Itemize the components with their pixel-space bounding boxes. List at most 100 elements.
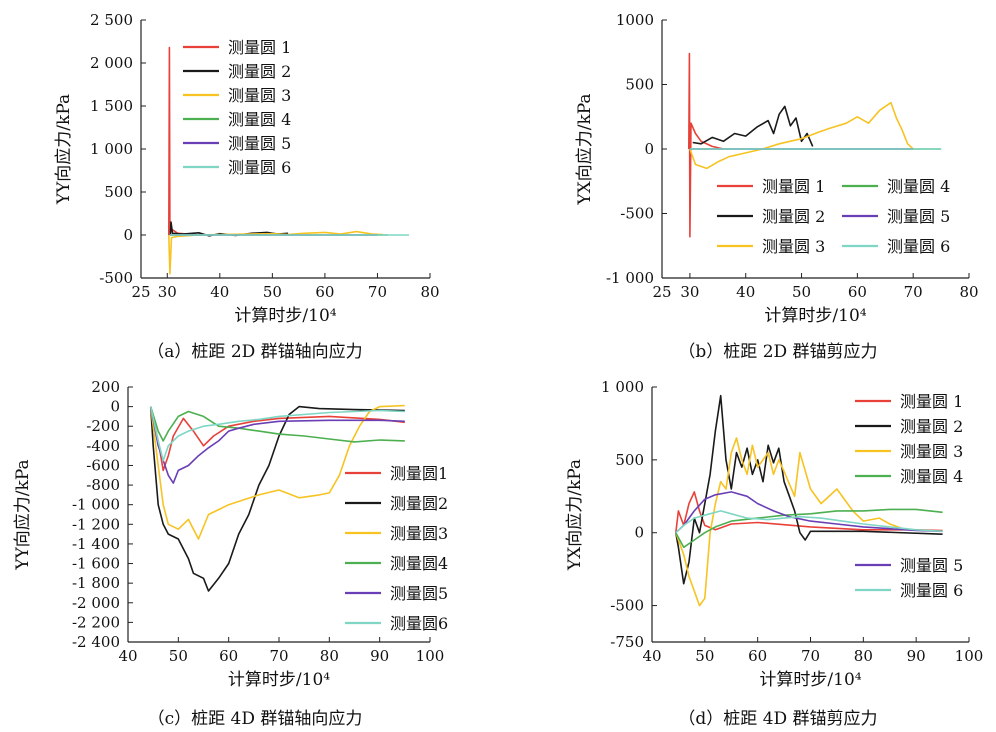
y-tick-label: 500 xyxy=(104,183,133,201)
x-tick-label: 25 xyxy=(131,283,150,301)
series-line-3 xyxy=(675,437,906,607)
series-line-1 xyxy=(168,46,194,236)
legend-label: 测量圆4 xyxy=(390,554,448,573)
figure-caption: （c）桩距 4D 群锚轴向应力 xyxy=(148,709,363,729)
legend-label: 测量圆3 xyxy=(390,524,448,543)
y-tick-label: -500 xyxy=(610,597,644,615)
y-tick-label: -2 000 xyxy=(72,594,120,612)
y-tick-label: -200 xyxy=(86,417,120,435)
legend-label: 测量圆6 xyxy=(390,614,448,633)
y-tick-label: 0 xyxy=(644,140,654,158)
y-tick-label: -500 xyxy=(99,269,133,287)
figure-caption: （a）桩距 2D 群锚轴向应力 xyxy=(147,342,362,362)
y-tick-label: -2 400 xyxy=(72,633,120,651)
x-tick-label: 50 xyxy=(169,647,188,665)
legend-label: 测量圆 3 xyxy=(900,442,963,461)
legend-label: 测量圆 2 xyxy=(900,417,963,436)
y-tick-label: 2 500 xyxy=(90,11,133,29)
legend-label: 测量圆 2 xyxy=(762,207,825,226)
y-tick-label: 1000 xyxy=(616,11,654,29)
chart-panel-a: 25 30 40 50 60 70 80 -500 0 500 1 000 1 500 2 000 2 5… xyxy=(54,11,440,362)
x-tick-label: 40 xyxy=(118,647,137,665)
y-tick-label: -1 400 xyxy=(72,535,120,553)
series-line-5 xyxy=(675,491,943,534)
x-tick-label: 90 xyxy=(907,647,926,665)
series-line-4 xyxy=(149,406,405,443)
y-tick-label: 0 xyxy=(634,524,644,542)
legend-label: 测量圆 1 xyxy=(228,38,291,57)
legend: 测量圆 1 测量圆 2 测量圆 3 测量圆 4 测量圆 5 测量圆 6 xyxy=(717,177,950,256)
x-tick-label: 60 xyxy=(848,283,867,301)
legend-label: 测量圆 4 xyxy=(228,110,291,129)
legend-label: 测量圆 1 xyxy=(900,392,963,411)
x-tick-label: 30 xyxy=(158,283,177,301)
y-tick-label: -1 000 xyxy=(606,269,654,287)
series-line-1 xyxy=(675,491,943,533)
x-axis-label: 计算时步/10⁴ xyxy=(228,670,330,690)
legend: 测量圆 1 测量圆 2 测量圆 3 测量圆 4 测量圆 5 测量圆 6 xyxy=(183,38,291,177)
y-tick-label: -400 xyxy=(86,437,120,455)
x-tick-label: 80 xyxy=(854,647,873,665)
x-tick-label: 25 xyxy=(652,283,671,301)
y-axis-label: YX向应力/kPa xyxy=(565,459,585,571)
legend-label: 测量圆5 xyxy=(390,584,448,603)
legend-label: 测量圆 5 xyxy=(887,207,950,226)
legend-label: 测量圆 6 xyxy=(900,581,963,600)
y-tick-label: 200 xyxy=(91,378,120,396)
y-tick-label: 500 xyxy=(625,76,654,94)
y-tick-label: -1 800 xyxy=(72,574,120,592)
legend-label: 测量圆 5 xyxy=(228,134,291,153)
series-line-2 xyxy=(692,105,814,147)
x-tick-label: 70 xyxy=(368,283,387,301)
y-tick-label: -800 xyxy=(86,476,120,494)
y-tick-label: 0 xyxy=(123,226,133,244)
x-tick-label: 80 xyxy=(959,283,978,301)
legend-label: 测量圆2 xyxy=(390,494,448,513)
legend-label: 测量圆 6 xyxy=(887,237,950,256)
x-tick-label: 90 xyxy=(370,647,389,665)
x-tick-label: 50 xyxy=(695,647,714,665)
x-axis-label: 计算时步/10⁴ xyxy=(759,670,861,690)
legend-label: 测量圆 5 xyxy=(900,556,963,575)
y-tick-label: 2 000 xyxy=(90,54,133,72)
x-tick-label: 40 xyxy=(736,283,755,301)
series-line-6 xyxy=(675,510,943,534)
y-tick-label: 0 xyxy=(110,398,120,416)
y-axis-label: YY向应力/kPa xyxy=(13,459,33,570)
y-axis-label: YX向应力/kPa xyxy=(575,93,595,205)
y-tick-label: 500 xyxy=(615,451,644,469)
y-tick-label: 1 000 xyxy=(601,378,644,396)
x-tick-label: 70 xyxy=(801,647,820,665)
chart-panel-d: 40 50 60 70 80 90 100 -750 -500 0 500 1 000 计算时步/10⁴… xyxy=(565,378,983,729)
chart-panel-b: 25 30 40 50 60 70 80 -1 000 -500 0 500 1000 计算时步/10⁴… xyxy=(575,11,979,362)
series-line-3 xyxy=(689,101,914,170)
y-tick-label: -750 xyxy=(610,633,644,651)
legend-label: 测量圆 6 xyxy=(228,158,291,177)
y-tick-label: -1 000 xyxy=(72,496,120,514)
series-line-5 xyxy=(149,406,405,484)
legend-label: 测量圆 3 xyxy=(762,237,825,256)
x-tick-label: 50 xyxy=(792,283,811,301)
series-line-4 xyxy=(675,508,943,549)
y-tick-label: 1 000 xyxy=(90,140,133,158)
x-tick-label: 50 xyxy=(263,283,282,301)
x-axis-label: 计算时步/10⁴ xyxy=(764,306,866,326)
series-line-3 xyxy=(168,230,383,275)
x-tick-label: 70 xyxy=(904,283,923,301)
y-tick-label: -1 200 xyxy=(72,515,120,533)
y-tick-label: -600 xyxy=(86,456,120,474)
x-axis-label: 计算时步/10⁴ xyxy=(234,306,336,326)
x-tick-label: 30 xyxy=(680,283,699,301)
y-tick-label: 1 500 xyxy=(90,97,133,115)
series-line-2 xyxy=(149,405,405,592)
legend-label: 测量圆 4 xyxy=(900,467,963,486)
chart-panel-c: 40 50 60 70 80 90 100-2 400-2 200-2 000-1 800-… xyxy=(13,378,448,729)
y-axis-label: YY向应力/kPa xyxy=(54,94,74,205)
legend-label: 测量圆 2 xyxy=(228,62,291,81)
figure-caption: （d）桩距 4D 群锚剪应力 xyxy=(678,709,877,729)
legend-label: 测量圆1 xyxy=(390,464,448,483)
legend-label: 测量圆 1 xyxy=(762,177,825,196)
legend-label: 测量圆 4 xyxy=(887,177,950,196)
x-tick-label: 100 xyxy=(955,647,984,665)
